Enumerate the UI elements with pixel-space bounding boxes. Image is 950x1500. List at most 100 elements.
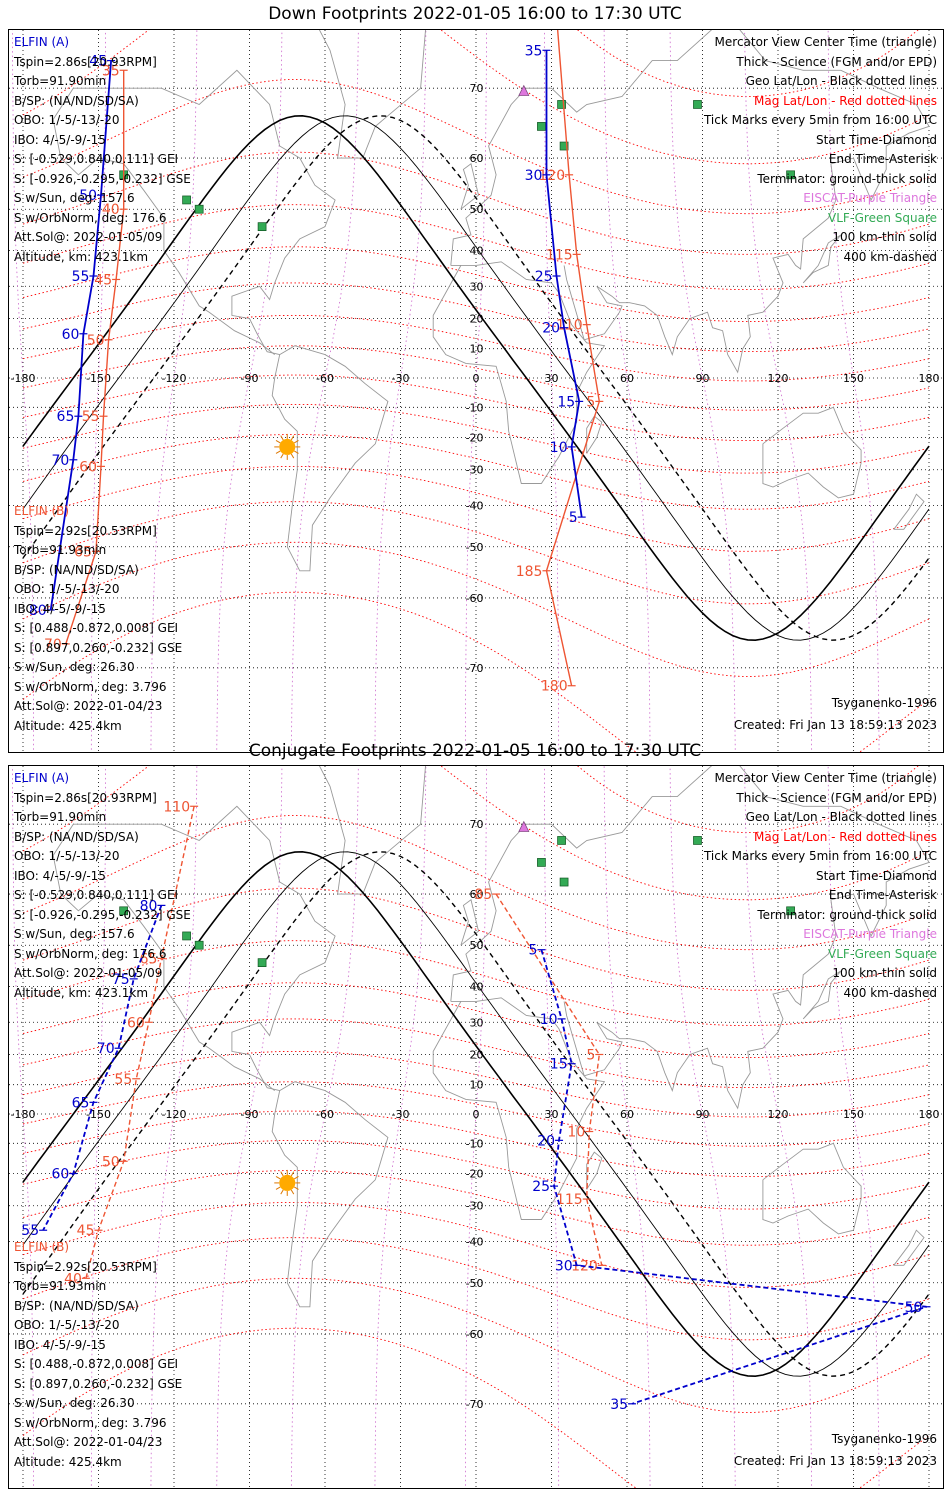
lon-tick-label: 120 — [768, 372, 789, 385]
legend-item: Start Time-Diamond — [815, 868, 937, 883]
mag-meridian — [12, 766, 34, 1488]
coastline — [432, 261, 606, 484]
time-tick-label: 60 — [52, 1167, 70, 1183]
lon-tick-label: 180 — [919, 372, 940, 385]
time-tick-label: 20 — [537, 1133, 555, 1149]
coastline — [271, 345, 389, 572]
sat-b-line: S w/Sun, deg: 26.30 — [14, 1396, 135, 1410]
lon-tick-label: 180 — [919, 1108, 940, 1121]
sat-a-line: S w/Sun, deg: 157.6 — [14, 191, 135, 205]
sat-a-line: Tspin=2.86s[20.93RPM] — [14, 54, 157, 69]
lon-tick-label: -60 — [316, 1108, 334, 1121]
legend-item: Tick Marks every 5min from 16:00 UTC — [703, 113, 937, 127]
legend-item: Terminator: ground-thick solid — [757, 171, 937, 186]
sun-ray — [290, 1189, 295, 1195]
mag-parallel — [22, 374, 930, 442]
time-tick-label: 30 — [525, 168, 543, 184]
mag-meridian — [603, 30, 651, 752]
legend-item: Terminator: ground-thick solid — [757, 907, 937, 922]
legend-item: End Time-Asterisk — [828, 152, 937, 166]
sun-ray — [275, 1175, 281, 1180]
legend: Mercator View Center Time (triangle) Thi… — [704, 769, 937, 1003]
time-tick-label: 70 — [44, 637, 62, 653]
sat-b-line: Att.Sol@: 2022-01-04/23 — [14, 1435, 163, 1449]
sat-b-line: Tspin=2.92s[20.53RPM] — [14, 1259, 157, 1274]
sat-a-line: S: [-0.926,-0.295,-0.232] GSE — [14, 907, 191, 922]
sun-ray — [275, 439, 281, 444]
mag-parallel — [22, 1110, 930, 1178]
created-label: Created: Fri Jan 13 18:59:13 2023 — [733, 1454, 937, 1468]
lat-tick-label: -70 — [466, 1398, 484, 1411]
sat-a-name: ELFIN (A) — [14, 771, 70, 785]
coastline — [586, 1151, 603, 1190]
sun-ray — [293, 439, 299, 444]
legend-item: 400 km-dashed — [843, 249, 937, 264]
lat-tick-label: 40 — [470, 245, 484, 258]
eiscat-triangle — [518, 84, 530, 96]
time-tick-label: 80 — [29, 603, 47, 619]
mag-parallel — [22, 79, 930, 215]
lon-tick-label: -180 — [11, 372, 36, 385]
down-footprints-map: -180 -150 -120 -90 -60 -30 0 30 60 90 120 150 180 70 6… — [8, 29, 944, 753]
mag-meridian — [374, 766, 427, 1488]
legend: Mercator View Center Time (triangle) Thi… — [704, 33, 937, 267]
time-tick-label: 10 — [550, 440, 568, 456]
legend-item: Geo Lat/Lon - Black dotted lines — [745, 810, 937, 824]
elfin-a-track — [540, 949, 927, 1405]
vlf-square — [182, 195, 191, 205]
lon-tick-label: 30 — [545, 1108, 559, 1121]
sat-b-info: ELFIN (B) Tspin=2.92s[20.53RPM] Torb=91.… — [14, 502, 182, 736]
time-tick-label: 45 — [89, 54, 107, 70]
mag-meridian — [744, 30, 813, 752]
sat-b-line: Torb=91.93min — [14, 543, 107, 557]
eiscat-triangle — [518, 820, 530, 832]
sat-a-info: ELFIN (A) Tspin=2.86s[20.93RPM] Torb=91.… — [14, 769, 191, 1003]
time-tick-label: 15 — [550, 1057, 568, 1073]
mag-parallel — [22, 151, 930, 255]
time-tick-label: 110 — [163, 799, 190, 815]
coastline — [893, 493, 925, 530]
mag-meridian — [544, 30, 560, 752]
sat-a-line: S: [-0.529,0.840,0.111] GEI — [14, 152, 179, 166]
lon-tick-label: 120 — [768, 1108, 789, 1121]
elfin-b-track — [495, 893, 603, 1266]
time-tick-label: 85 — [474, 887, 492, 903]
sun-ray — [275, 450, 281, 454]
time-tick-label: 25 — [535, 269, 553, 285]
time-tick-label: 65 — [74, 544, 92, 560]
sun-ray — [275, 1186, 281, 1190]
mag-parallel — [22, 1081, 930, 1147]
lon-tick-label: -120 — [162, 1108, 187, 1121]
legend-item: Geo Lat/Lon - Black dotted lines — [745, 74, 937, 88]
time-tick-label: 55 — [21, 1223, 39, 1239]
sat-a-line: Tspin=2.86s[20.93RPM] — [14, 790, 157, 805]
sat-a-line: S w/OrbNorm, deg: 176.6 — [14, 946, 167, 961]
lat-tick-label: -20 — [466, 1168, 484, 1181]
mag-meridian — [90, 766, 106, 1488]
mag-meridian — [290, 30, 359, 752]
time-tick-label: 55 — [82, 409, 100, 425]
terminator-line — [22, 115, 930, 641]
mag-meridian — [90, 30, 106, 752]
map-canvas: -180 -150 -120 -90 -60 -30 0 30 60 90 120 150 180 70 6… — [9, 766, 943, 1488]
sat-a-line: S w/Sun, deg: 157.6 — [14, 927, 135, 941]
sun-ray — [293, 1186, 299, 1190]
terminator-line — [22, 851, 930, 1377]
lat-tick-label: -30 — [466, 1200, 484, 1213]
sat-a-line: IBO: 4/-5/-9/-15 — [14, 868, 106, 883]
sat-a-line: OBO: 1/-5/-13/-20 — [14, 849, 120, 863]
time-tick-label: 5 — [529, 943, 538, 959]
vlf-square — [119, 906, 129, 916]
time-tick-label: 5 — [586, 1047, 595, 1063]
mag-parallel — [22, 815, 930, 951]
terminator-line — [22, 115, 930, 641]
time-tick-label: 115 — [546, 247, 573, 263]
lat-tick-label: -40 — [466, 499, 484, 512]
model-label: Tsyganenko-1996 — [831, 1432, 937, 1446]
time-tick-label: 60 — [62, 327, 80, 343]
mag-parallel — [22, 345, 930, 411]
sat-a-line: Torb=91.90min — [14, 74, 107, 88]
legend-item: 100 km-thin solid — [832, 966, 937, 980]
time-tick-label: 35 — [525, 43, 543, 59]
sat-b-line: IBO: 4/-5/-9/-15 — [14, 1337, 106, 1352]
